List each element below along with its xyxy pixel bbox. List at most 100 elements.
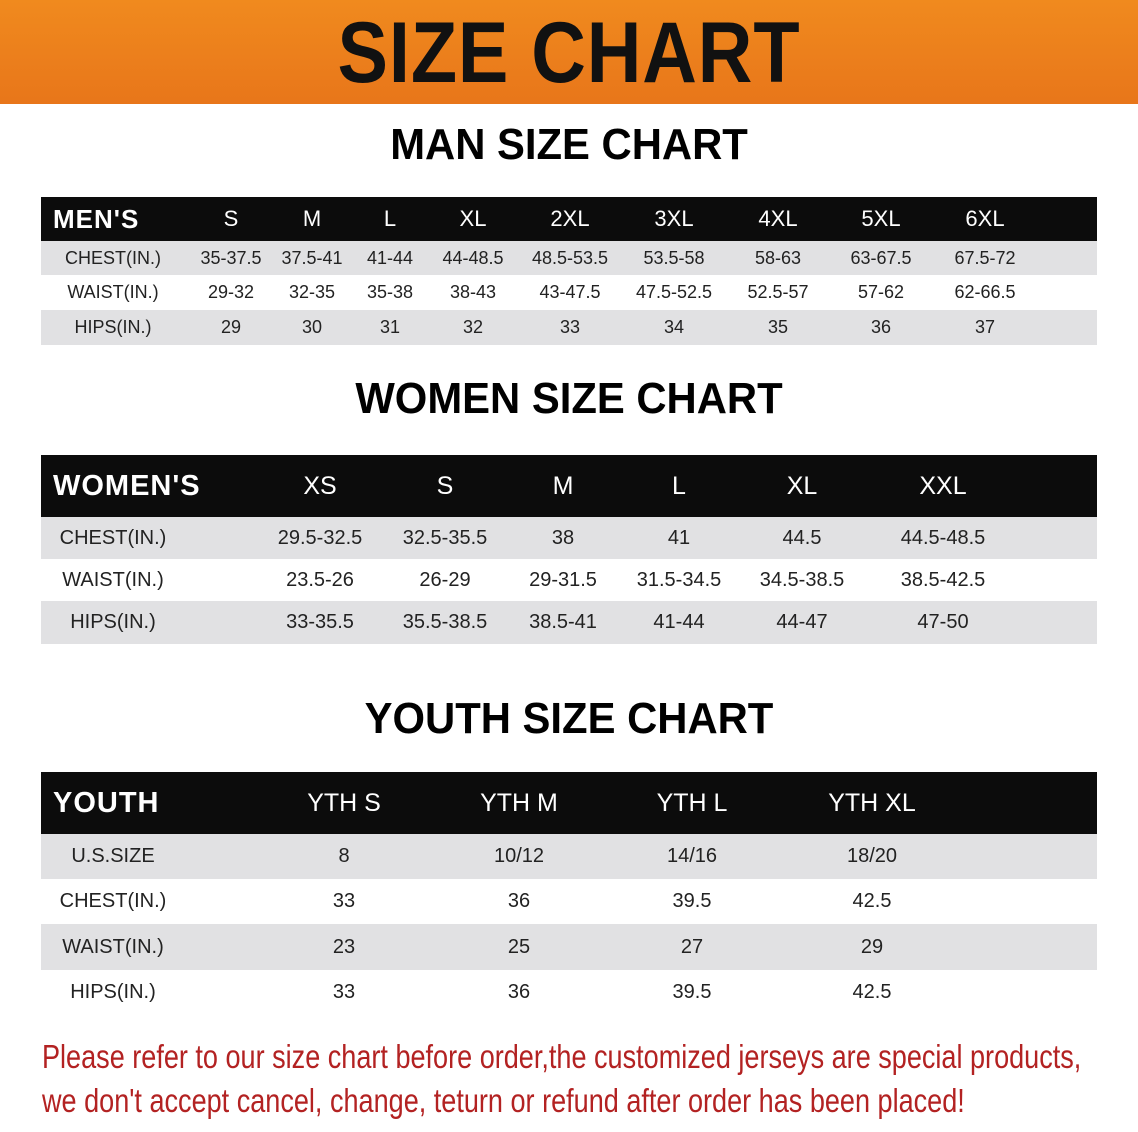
notice-line-2: we don't accept cancel, change, teturn o…: [42, 1082, 965, 1119]
measurement-value: 52.5-57: [747, 282, 809, 302]
measurement-value: 33-35.5: [286, 611, 354, 633]
size-column-header: 3XL: [654, 206, 694, 231]
table-category-label: YOUTH: [53, 786, 160, 819]
measurement-value: 29-31.5: [529, 568, 597, 591]
measurement-value: 23.5-26: [286, 568, 354, 591]
youth-header-row: YOUTH YTH S YTH M YTH L YTH XL: [41, 772, 1097, 834]
size-column-header: 4XL: [758, 206, 798, 231]
measurement-value: 44-48.5: [442, 247, 504, 268]
measurement-value: 29.5-32.5: [277, 526, 363, 549]
measurement-value: 63-67.5: [850, 247, 912, 268]
measurement-label: CHEST(IN.): [59, 526, 167, 549]
measurement-value: 36: [507, 890, 531, 912]
measurement-label: CHEST(IN.): [59, 890, 167, 912]
size-column-header: XS: [303, 471, 337, 500]
measurement-value: 29-32: [207, 282, 255, 302]
women-header-row: WOMEN'S XS S M L XL XXL: [41, 455, 1097, 517]
measurement-label: HIPS(IN.): [70, 981, 156, 1003]
size-column-header: YTH S: [307, 788, 381, 817]
table-row: CHEST(IN.) 33 36 39.5 42.5: [41, 879, 1097, 924]
table-row: HIPS(IN.) 33-35.5 35.5-38.5 38.5-41 41-44 44-…: [41, 601, 1097, 644]
measurement-value: 35-37.5: [200, 247, 262, 268]
measurement-value: 67.5-72: [954, 247, 1016, 268]
measurement-label: WAIST(IN.): [62, 568, 164, 591]
measurement-value: 38.5-42.5: [900, 568, 986, 591]
men-section-title: MAN SIZE CHART: [390, 120, 748, 169]
measurement-value: 57-62: [857, 282, 905, 302]
measurement-value: 31: [379, 317, 401, 337]
notice-line-1: Please refer to our size chart before or…: [42, 1038, 1082, 1075]
size-column-header: 6XL: [965, 206, 1005, 231]
table-row: CHEST(IN.) 35-37.5 37.5-41 41-44 44-48.5 48.5…: [41, 241, 1097, 275]
table-category-label: WOMEN'S: [53, 469, 201, 502]
measurement-value: 32-35: [288, 282, 336, 302]
table-row: WAIST(IN.) 23.5-26 26-29 29-31.5 31.5-34.5 34…: [41, 559, 1097, 601]
measurement-value: 39.5: [672, 890, 712, 912]
measurement-value: 38.5-41: [529, 611, 597, 633]
measurement-label: HIPS(IN.): [70, 611, 156, 633]
size-column-header: YTH XL: [828, 788, 916, 817]
measurement-value: 18/20: [846, 845, 898, 867]
table-row: U.S.SIZE 8 10/12 14/16 18/20: [41, 834, 1097, 879]
measurement-value: 33: [332, 981, 356, 1003]
size-column-header: 2XL: [550, 206, 590, 231]
table-row: HIPS(IN.) 29 30 31 32 33 34 35 36 37: [41, 310, 1097, 345]
measurement-label: CHEST(IN.): [65, 247, 161, 268]
measurement-value: 35.5-38.5: [402, 611, 488, 633]
measurement-label: WAIST(IN.): [62, 935, 164, 958]
measurement-value: 41-44: [653, 611, 705, 633]
measurement-value: 34: [663, 317, 685, 337]
size-column-header: XL: [786, 471, 818, 500]
measurement-value: 39.5: [672, 981, 712, 1003]
measurement-value: 31.5-34.5: [636, 568, 722, 591]
measurement-value: 8: [338, 845, 350, 867]
measurement-value: 62-66.5: [954, 282, 1016, 302]
measurement-value: 36: [870, 317, 892, 337]
size-column-header: XL: [459, 206, 487, 231]
measurement-value: 42.5: [852, 890, 892, 912]
measurement-value: 35: [767, 317, 789, 337]
size-column-header: S: [436, 471, 454, 500]
size-column-header: S: [223, 206, 239, 231]
youth-size-table: YOUTH YTH S YTH M YTH L YTH XL U.S.SIZE 8 10/12…: [41, 772, 1097, 1015]
measurement-value: 47.5-52.5: [635, 282, 713, 302]
measurement-value: 37.5-41: [281, 247, 343, 268]
measurement-value: 41-44: [366, 247, 414, 268]
measurement-value: 30: [301, 317, 323, 337]
measurement-label: HIPS(IN.): [74, 317, 152, 337]
table-row: WAIST(IN.) 23 25 27 29: [41, 924, 1097, 970]
measurement-value: 29: [220, 317, 242, 337]
women-section-title: WOMEN SIZE CHART: [355, 374, 783, 423]
measurement-label: U.S.SIZE: [71, 845, 155, 867]
measurement-value: 43-47.5: [539, 282, 601, 302]
title-banner: SIZE CHART: [0, 0, 1138, 104]
size-column-header: M: [302, 206, 322, 231]
measurement-value: 33: [559, 317, 581, 337]
measurement-value: 25: [507, 935, 531, 958]
size-column-header: YTH L: [656, 788, 728, 817]
measurement-value: 48.5-53.5: [531, 247, 609, 268]
women-size-table: WOMEN'S XS S M L XL XXL CHEST(IN.) 29.5-32.5 32.5…: [41, 455, 1097, 644]
size-column-header: XXL: [919, 471, 967, 500]
measurement-value: 44.5-48.5: [900, 526, 986, 549]
size-column-header: M: [552, 471, 574, 500]
measurement-value: 58-63: [754, 247, 802, 268]
size-column-header: L: [672, 471, 686, 500]
table-row: CHEST(IN.) 29.5-32.5 32.5-35.5 38 41 44.5 44.5…: [41, 517, 1097, 559]
measurement-value: 37: [974, 317, 996, 337]
men-size-table: MEN'S S M L XL 2XL 3XL 4XL 5XL 6XL CHEST(IN.) 35-37…: [41, 197, 1097, 345]
size-column-header: YTH M: [480, 788, 558, 817]
men-header-row: MEN'S S M L XL 2XL 3XL 4XL 5XL 6XL: [41, 197, 1097, 241]
measurement-value: 38: [551, 526, 575, 549]
measurement-value: 53.5-58: [643, 247, 705, 268]
measurement-value: 27: [680, 935, 704, 958]
table-category-label: MEN'S: [53, 203, 140, 234]
measurement-value: 35-38: [366, 282, 414, 302]
measurement-value: 44.5: [782, 526, 822, 549]
measurement-value: 36: [507, 981, 531, 1003]
measurement-value: 10/12: [493, 845, 545, 867]
measurement-value: 41: [667, 526, 691, 549]
measurement-value: 32: [462, 317, 484, 337]
measurement-label: WAIST(IN.): [67, 282, 159, 302]
